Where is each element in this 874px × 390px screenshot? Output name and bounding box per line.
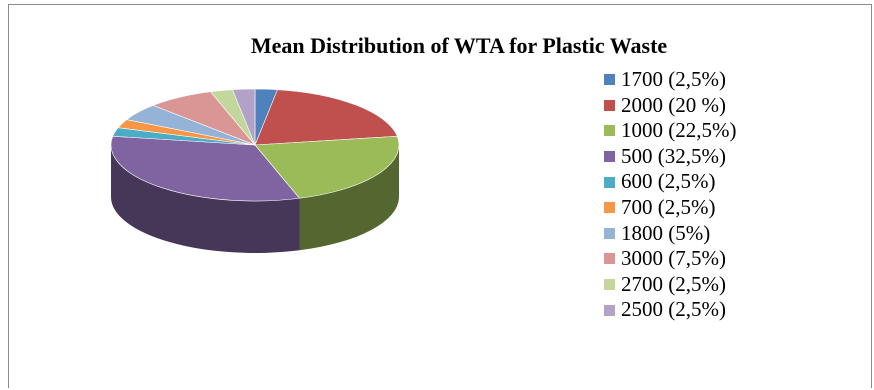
legend-swatch (604, 304, 615, 316)
legend-label: 1800 (5%) (621, 220, 711, 245)
chart-frame: Mean Distribution of WTA for Plastic Was… (8, 4, 872, 388)
legend-label: 2500 (2,5%) (621, 297, 726, 322)
pie-chart (110, 88, 400, 254)
legend-item-2000: 2000 (20 %) (604, 93, 736, 119)
legend-swatch (604, 202, 615, 214)
legend-item-500: 500 (32,5%) (604, 144, 736, 170)
legend-item-700: 700 (2,5%) (604, 195, 736, 221)
legend-item-1000: 1000 (22,5%) (604, 118, 736, 144)
legend-item-2700: 2700 (2,5%) (604, 272, 736, 298)
legend-swatch (604, 279, 615, 291)
legend-item-1700: 1700 (2,5%) (604, 67, 736, 93)
chart-title: Mean Distribution of WTA for Plastic Was… (250, 33, 668, 58)
legend-swatch (604, 151, 615, 163)
legend-swatch (604, 125, 615, 137)
pie-slice-500 (110, 135, 301, 202)
legend-label: 1700 (2,5%) (621, 67, 726, 91)
legend-swatch (604, 227, 615, 239)
legend-label: 2700 (2,5%) (621, 271, 726, 296)
legend-item-600: 600 (2,5%) (604, 169, 736, 195)
legend-label: 600 (2,5%) (621, 169, 716, 194)
legend-label: 1000 (22,5%) (621, 118, 737, 143)
legend-swatch (604, 74, 615, 86)
pie-slice-2000 (254, 89, 398, 146)
legend-item-3000: 3000 (7,5%) (604, 246, 736, 272)
legend-swatch (604, 253, 615, 265)
legend-swatch (604, 99, 615, 111)
pie-side-1000 (299, 145, 399, 251)
legend-label: 500 (32,5%) (621, 143, 726, 168)
legend-item-1800: 1800 (5%) (604, 221, 736, 247)
legend-label: 3000 (7,5%) (621, 246, 726, 271)
legend-label: 700 (2,5%) (621, 194, 716, 219)
legend-item-2500: 2500 (2,5%) (604, 297, 736, 323)
pie-slice-1000 (254, 135, 400, 199)
pie-side-500 (110, 145, 300, 254)
legend-swatch (604, 176, 615, 188)
chart-legend: 1700 (2,5%) 2000 (20 %) 1000 (22,5%) 500 (3… (604, 67, 736, 323)
pie-slice-2500 (232, 88, 256, 146)
legend-label: 2000 (20 %) (621, 92, 726, 117)
